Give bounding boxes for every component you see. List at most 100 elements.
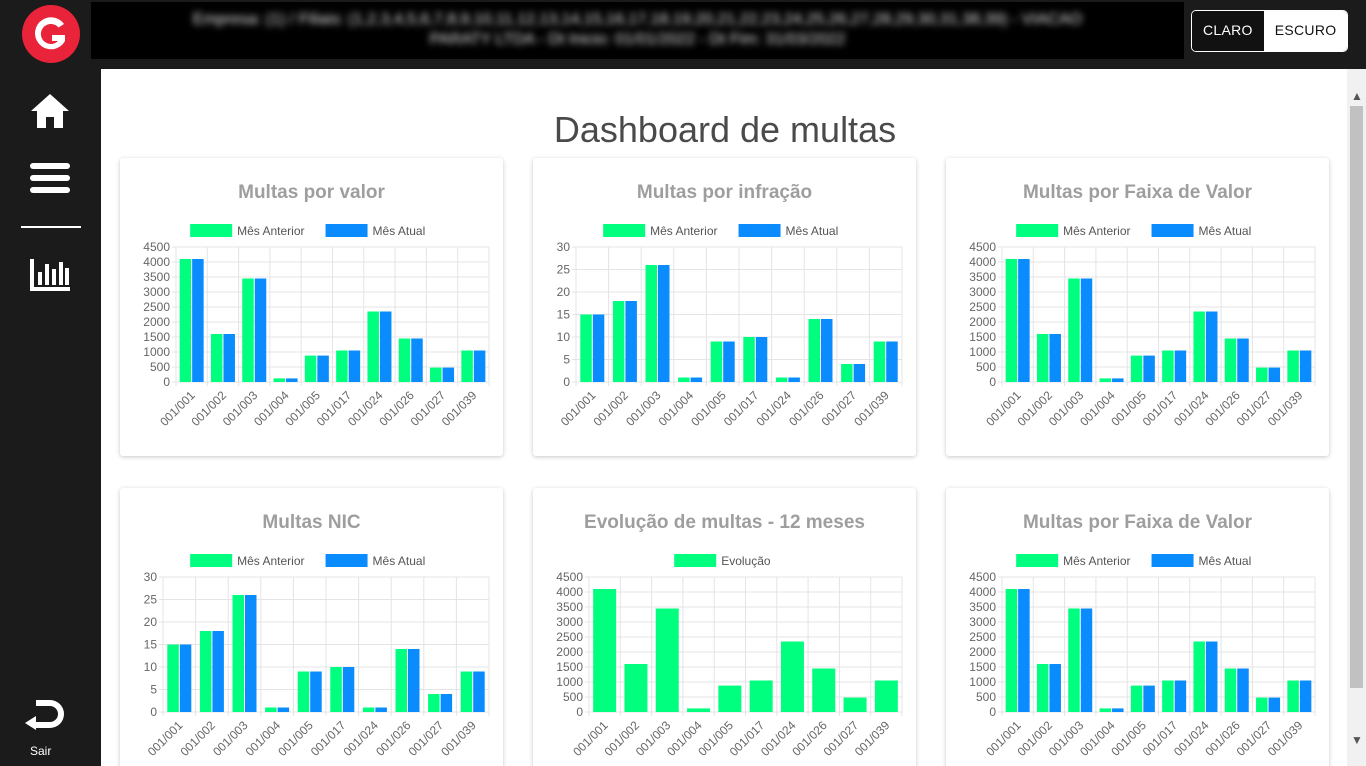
y-tick-label: 1500	[969, 330, 996, 344]
bar	[1005, 259, 1018, 382]
bar	[755, 337, 768, 382]
logout-button[interactable]: Sair	[22, 696, 78, 762]
y-tick-label: 4500	[969, 570, 996, 584]
bar	[678, 377, 690, 382]
y-tick-label: 4500	[969, 240, 996, 254]
y-tick-label: 20	[557, 285, 571, 299]
legend-label: Mês Atual	[786, 224, 839, 238]
bar	[395, 649, 407, 712]
bar	[1268, 367, 1281, 382]
y-tick-label: 25	[144, 593, 158, 607]
x-tick-label: 001/001	[145, 718, 186, 759]
x-tick-label: 001/003	[210, 718, 251, 759]
legend-swatch	[1151, 224, 1194, 237]
main-content: Dashboard de multas Multas por valor Mês …	[101, 69, 1366, 766]
x-tick-label: 001/027	[406, 718, 447, 759]
legend-label: Mês Atual	[1199, 224, 1252, 238]
legend-swatch	[190, 554, 233, 567]
x-tick-label: 001/039	[1265, 388, 1306, 429]
legend-swatch	[325, 224, 368, 237]
y-tick-label: 3500	[556, 600, 583, 614]
bar	[886, 341, 898, 382]
scroll-up-icon[interactable]: ▲	[1351, 89, 1363, 103]
y-tick-label: 4000	[556, 585, 583, 599]
legend-swatch	[674, 554, 717, 567]
bar	[788, 377, 800, 382]
bar-chart: Multas NIC Mês Anterior Mês Atual 0 5 10 15 20 2…	[144, 512, 490, 759]
legend-swatch	[603, 224, 646, 237]
chart-title: Multas por infração	[637, 182, 812, 203]
scroll-thumb[interactable]	[1350, 106, 1363, 688]
y-tick-label: 3500	[969, 600, 996, 614]
bar	[254, 278, 267, 382]
legend-swatch	[1016, 224, 1059, 237]
y-tick-label: 1000	[969, 345, 996, 359]
y-tick-label: 30	[144, 570, 158, 584]
y-tick-label: 1000	[556, 675, 583, 689]
bar-chart: Multas por Faixa de Valor Mês Anterior Mês…	[969, 182, 1316, 429]
x-tick-label: 001/024	[340, 718, 381, 759]
bar	[1112, 708, 1124, 712]
bar	[1018, 589, 1030, 712]
bar	[179, 259, 192, 382]
bar	[1036, 664, 1049, 712]
bar	[210, 334, 223, 382]
bar-chart: Multas por valor Mês Anterior Mês Atual 050…	[143, 182, 490, 429]
legend-label: Mês Atual	[1199, 554, 1252, 568]
bar	[1299, 680, 1312, 712]
theme-light-button[interactable]: CLARO	[1192, 11, 1264, 51]
bar	[1162, 350, 1174, 382]
y-tick-label: 5	[563, 353, 570, 367]
bar	[1099, 708, 1112, 712]
bar	[473, 350, 486, 382]
y-tick-label: 500	[976, 690, 996, 704]
y-tick-label: 4500	[556, 570, 583, 584]
y-tick-label: 3000	[143, 285, 170, 299]
legend-swatch	[1151, 554, 1194, 567]
bar	[408, 649, 420, 712]
theme-dark-button[interactable]: ESCURO	[1263, 11, 1348, 51]
x-tick-label: 001/002	[590, 388, 631, 429]
x-tick-label: 001/017	[721, 388, 762, 429]
bar	[1205, 641, 1218, 712]
theme-toggle: CLARO ESCURO	[1191, 10, 1349, 52]
y-tick-label: 10	[557, 330, 571, 344]
scroll-down-icon[interactable]: ▼	[1351, 733, 1363, 747]
bar	[723, 341, 735, 382]
bar	[1068, 608, 1080, 712]
bar	[843, 697, 867, 712]
bar	[317, 355, 329, 382]
bar	[277, 707, 290, 712]
legend-swatch	[325, 554, 368, 567]
bar	[310, 671, 322, 712]
bar	[1068, 278, 1080, 382]
bar	[304, 355, 317, 382]
y-tick-label: 2500	[969, 300, 996, 314]
x-tick-label: 001/039	[852, 718, 893, 759]
y-tick-label: 500	[976, 360, 996, 374]
bar	[223, 334, 235, 382]
y-tick-label: 1000	[143, 345, 170, 359]
bar-chart: Multas por Faixa de Valor Mês Anterior Mês…	[969, 512, 1316, 759]
bar	[580, 314, 592, 382]
bar	[1224, 338, 1237, 382]
bar	[1143, 355, 1155, 382]
legend-label: Mês Anterior	[237, 224, 304, 238]
g-logo-icon[interactable]	[21, 4, 81, 64]
bar	[687, 708, 711, 712]
bar-chart-icon[interactable]	[22, 250, 78, 300]
bar	[1143, 685, 1155, 712]
home-icon[interactable]	[22, 86, 78, 136]
menu-icon[interactable]	[22, 153, 78, 203]
bar	[1205, 311, 1218, 382]
bar	[775, 377, 788, 382]
x-tick-label: 001/039	[851, 388, 892, 429]
scrollbar[interactable]: ▲ ▼	[1347, 69, 1366, 766]
bar	[1287, 350, 1299, 382]
y-tick-label: 1000	[969, 675, 996, 689]
y-tick-label: 0	[563, 375, 570, 389]
y-tick-label: 2500	[969, 630, 996, 644]
y-tick-label: 15	[144, 638, 158, 652]
bar	[212, 631, 224, 712]
legend-label: Mês Anterior	[237, 554, 304, 568]
